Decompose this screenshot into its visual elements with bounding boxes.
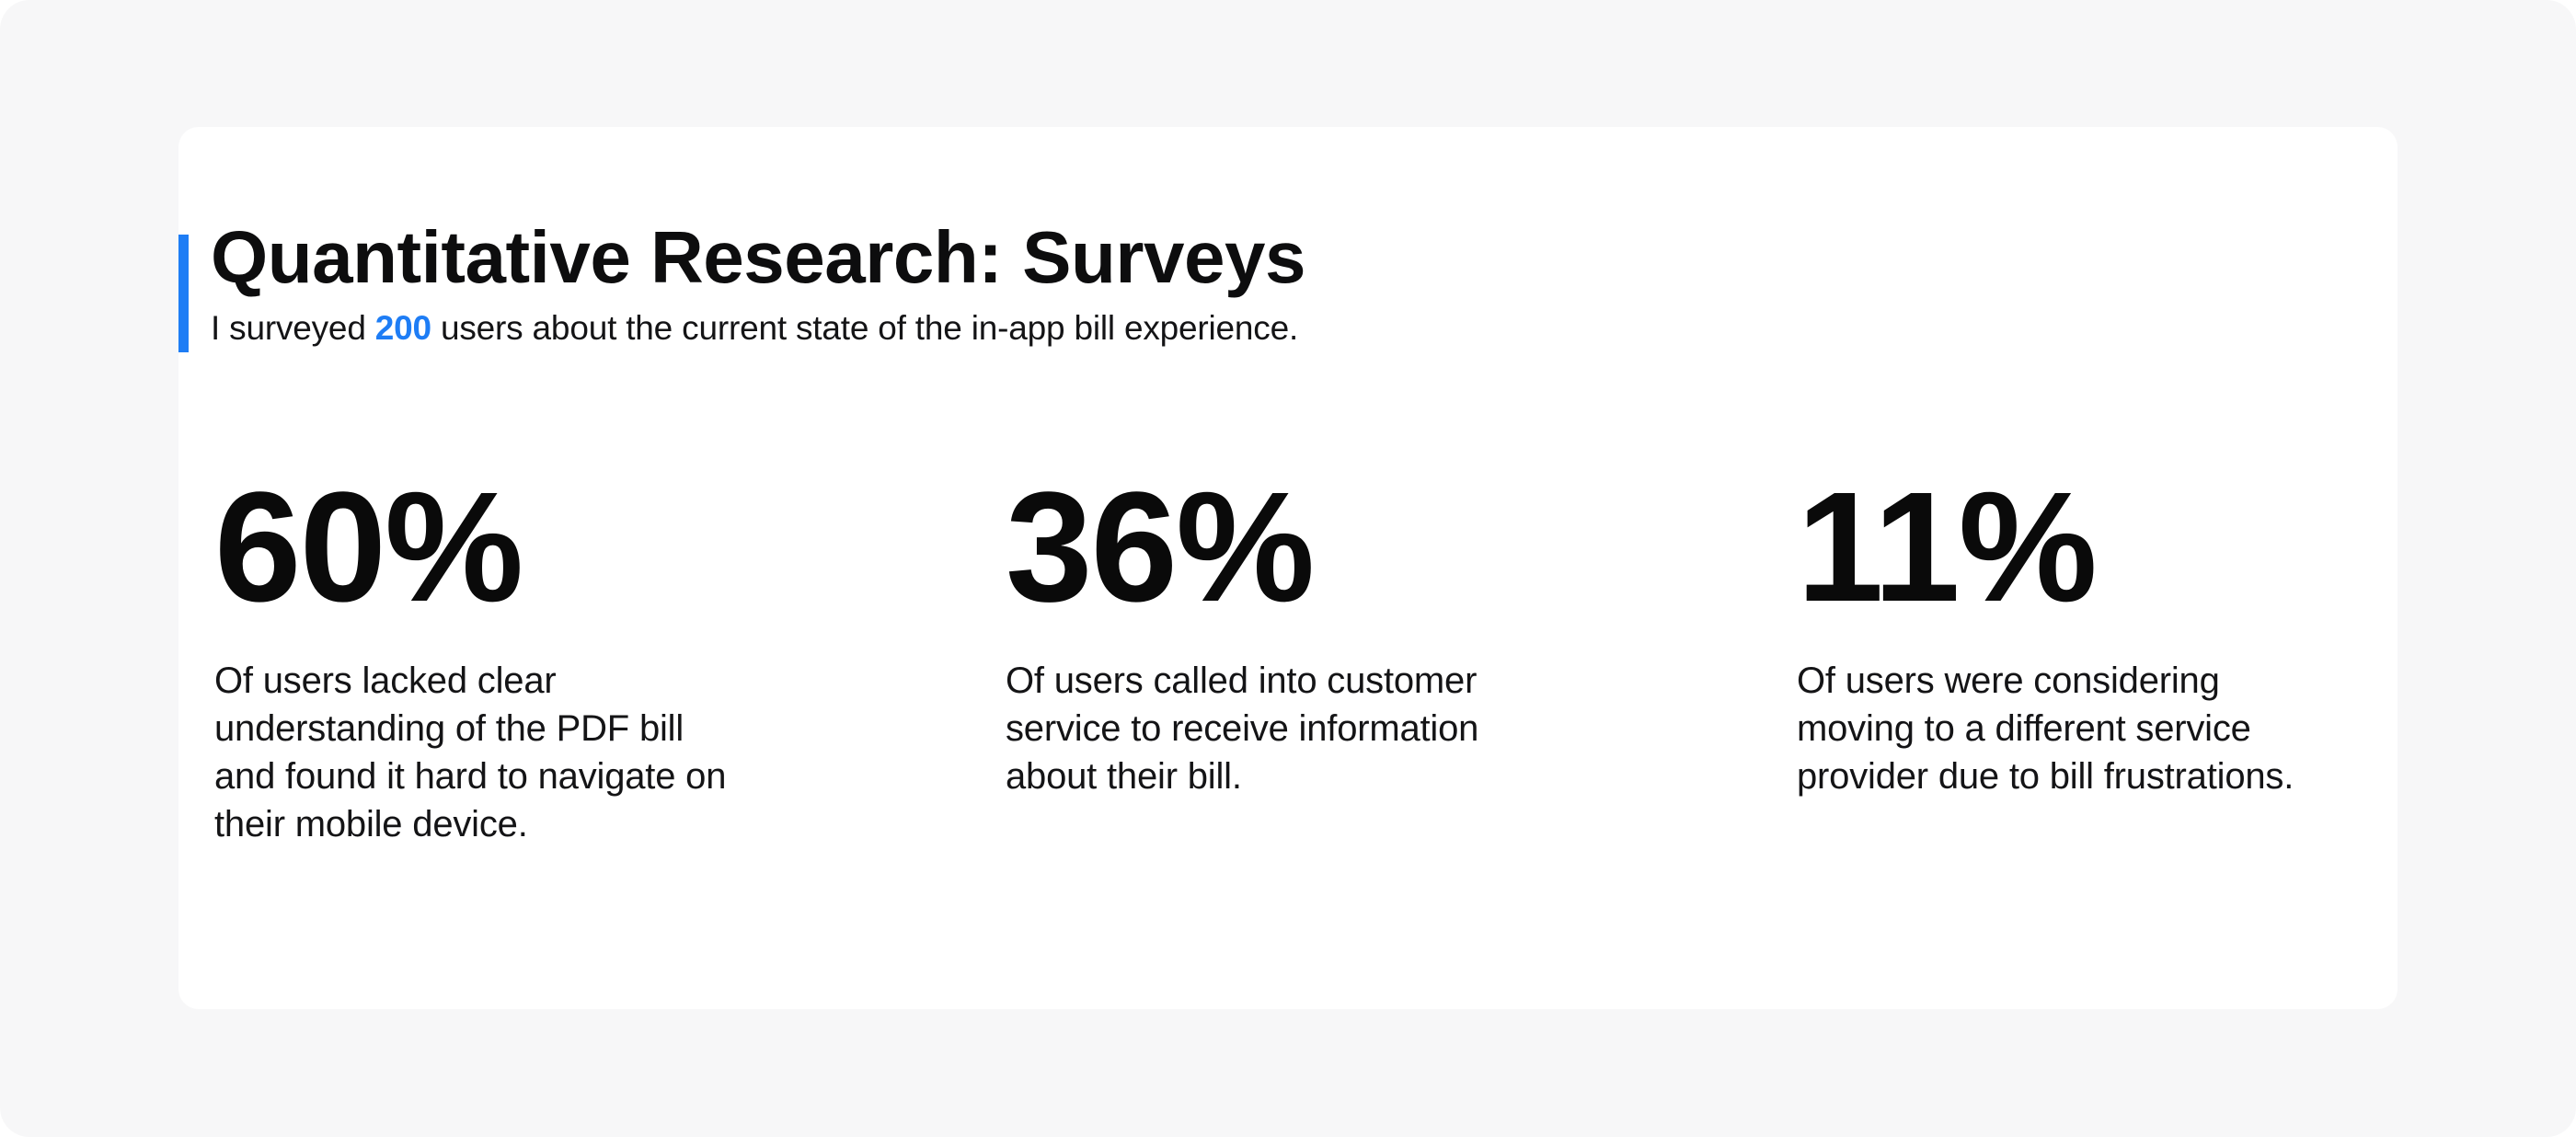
subtitle-suffix: users about the current state of the in-… bbox=[431, 309, 1299, 347]
stat-value: 60% bbox=[214, 460, 523, 635]
stats-row: 60% Of users lacked clear understanding … bbox=[178, 469, 2398, 848]
stat-item-customer-service-calls: 36% Of users called into customer servic… bbox=[1006, 469, 1594, 848]
stat-description: Of users were considering moving to a di… bbox=[1797, 660, 2294, 797]
stat-value: 36% bbox=[1006, 460, 1315, 635]
content-card: Quantitative Research: Surveys I surveye… bbox=[178, 127, 2398, 1009]
accent-bar bbox=[178, 235, 189, 352]
stat-description: Of users called into customer service to… bbox=[1006, 660, 1479, 797]
section-subtitle: I surveyed 200 users about the current s… bbox=[211, 307, 2398, 350]
stat-item-pdf-understanding: 60% Of users lacked clear understanding … bbox=[214, 469, 803, 848]
section-header: Quantitative Research: Surveys I surveye… bbox=[178, 216, 2398, 352]
subtitle-prefix: I surveyed bbox=[211, 309, 375, 347]
survey-count-highlight: 200 bbox=[374, 309, 431, 347]
stat-item-provider-switching: 11% Of users were considering moving to … bbox=[1797, 469, 2386, 848]
stat-description: Of users lacked clear understanding of t… bbox=[214, 660, 727, 844]
section-title: Quantitative Research: Surveys bbox=[211, 216, 1305, 298]
stat-value: 11% bbox=[1797, 460, 2098, 635]
